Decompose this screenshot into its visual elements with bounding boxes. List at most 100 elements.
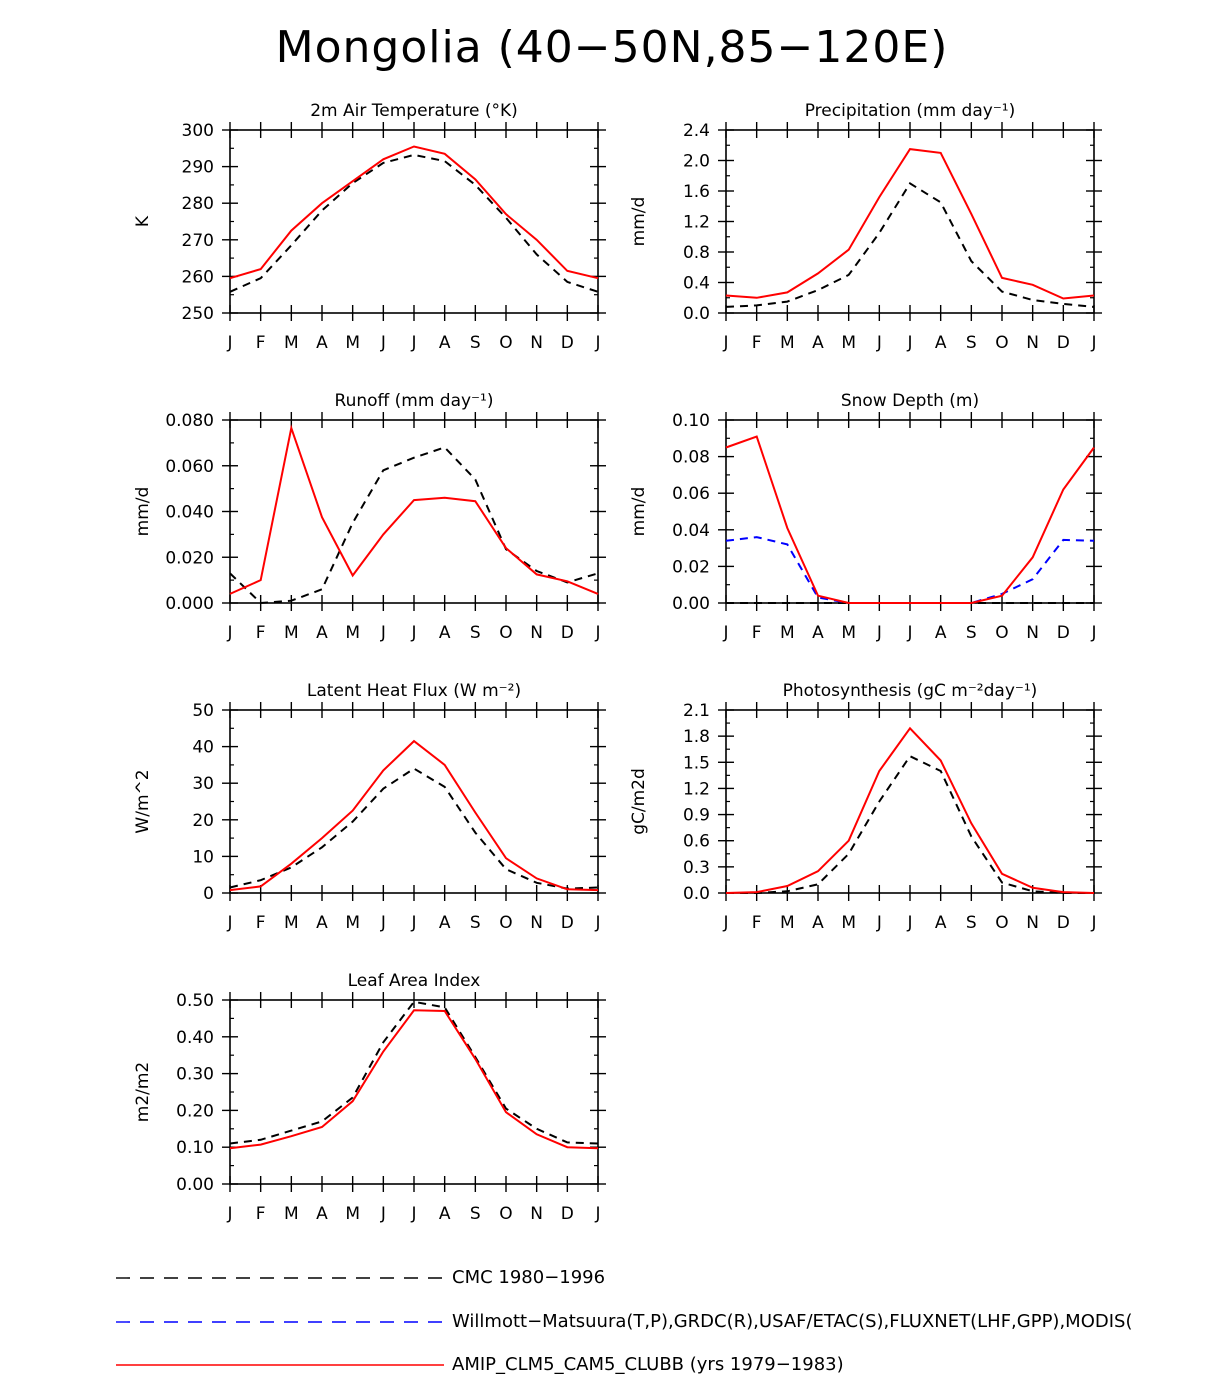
x-tick-label: A xyxy=(812,913,824,933)
y-axis-label: mm/d xyxy=(629,487,649,537)
x-tick-label: D xyxy=(561,913,574,933)
x-tick-label: J xyxy=(876,623,882,643)
x-tick-label: J xyxy=(906,623,912,643)
x-tick-label: M xyxy=(284,1204,299,1224)
y-tick-label: 2.1 xyxy=(683,701,710,721)
legend-line-cmc xyxy=(116,1277,444,1279)
y-tick-label: 0.20 xyxy=(176,1101,214,1121)
x-tick-label: M xyxy=(345,1204,360,1224)
x-tick-label: F xyxy=(256,623,266,643)
series-line-cmc xyxy=(229,767,599,890)
plot-frame xyxy=(725,709,1095,894)
y-tick-label: 0.10 xyxy=(176,1138,214,1158)
y-tick-label: 0.06 xyxy=(672,484,710,504)
series-line-model xyxy=(229,739,599,892)
x-tick-label: D xyxy=(1057,333,1070,353)
x-tick-label: M xyxy=(284,913,299,933)
x-tick-label: N xyxy=(1026,333,1039,353)
y-tick-label: 1.6 xyxy=(683,182,710,202)
panel-title: Photosynthesis (gC m⁻²day⁻¹) xyxy=(783,681,1038,701)
x-tick-label: M xyxy=(841,333,856,353)
plot-frame xyxy=(229,129,599,314)
x-tick-label: A xyxy=(935,913,947,933)
x-tick-label: F xyxy=(256,913,266,933)
x-tick-label: S xyxy=(470,1204,481,1224)
x-tick-label: A xyxy=(316,1204,328,1224)
y-tick-label: 0.3 xyxy=(683,858,710,878)
x-tick-label: O xyxy=(499,333,512,353)
x-tick-label: F xyxy=(752,623,762,643)
x-tick-label: J xyxy=(226,1204,232,1224)
plot-frame xyxy=(229,709,599,894)
series-line-model xyxy=(229,424,599,595)
x-tick-label: M xyxy=(780,913,795,933)
y-tick-label: 0.040 xyxy=(165,503,214,523)
y-axis-label: mm/d xyxy=(629,197,649,247)
x-tick-label: M xyxy=(841,913,856,933)
x-tick-label: M xyxy=(780,333,795,353)
x-tick-label: M xyxy=(780,623,795,643)
x-tick-label: A xyxy=(935,333,947,353)
series-line-obs xyxy=(725,536,1095,604)
y-tick-label: 0.9 xyxy=(683,806,710,826)
x-tick-label: A xyxy=(316,333,328,353)
y-tick-label: 0.50 xyxy=(176,991,214,1011)
x-tick-label: N xyxy=(530,623,543,643)
x-tick-label: J xyxy=(722,333,728,353)
x-tick-label: M xyxy=(284,623,299,643)
legend-label-cmc: CMC 1980−1996 xyxy=(452,1267,606,1288)
panel-title: Runoff (mm day⁻¹) xyxy=(335,391,494,411)
x-tick-label: N xyxy=(1026,623,1039,643)
x-tick-label: J xyxy=(1090,333,1096,353)
series-line-cmc xyxy=(726,754,1094,894)
x-tick-label: S xyxy=(470,333,481,353)
series-line-model xyxy=(725,726,1095,894)
legend-line-model xyxy=(116,1364,444,1366)
y-tick-label: 260 xyxy=(182,267,214,287)
x-tick-label: J xyxy=(380,333,386,353)
y-tick-label: 0 xyxy=(203,884,214,904)
x-tick-label: J xyxy=(226,913,232,933)
x-tick-label: F xyxy=(752,913,762,933)
panel-title: Latent Heat Flux (W m⁻²) xyxy=(307,681,521,701)
panel-runoff-mm-day: Runoff (mm day⁻¹) mm/d 0.000 0.020 0.040 0.06… xyxy=(133,391,606,643)
x-tick-label: J xyxy=(380,1204,386,1224)
x-tick-label: O xyxy=(499,623,512,643)
x-tick-label: F xyxy=(752,333,762,353)
panel-photosynthesis-gc-m-day: Photosynthesis (gC m⁻²day⁻¹) gC/m2d 0.0 0.3… xyxy=(629,681,1102,933)
x-tick-label: S xyxy=(966,623,977,643)
x-tick-label: S xyxy=(470,913,481,933)
x-tick-label: O xyxy=(499,1204,512,1224)
x-tick-label: J xyxy=(594,913,600,933)
y-tick-label: 0.10 xyxy=(672,411,710,431)
x-tick-label: J xyxy=(410,333,416,353)
x-tick-label: J xyxy=(380,623,386,643)
x-tick-label: N xyxy=(1026,913,1039,933)
y-tick-label: 0.40 xyxy=(176,1028,214,1048)
x-tick-label: A xyxy=(439,623,451,643)
y-tick-label: 0.30 xyxy=(176,1065,214,1085)
y-tick-label: 40 xyxy=(192,738,214,758)
legend-line-obs xyxy=(116,1321,444,1323)
y-tick-label: 1.2 xyxy=(683,213,710,233)
x-tick-label: D xyxy=(561,333,574,353)
panel-title: Leaf Area Index xyxy=(348,971,481,991)
x-tick-label: A xyxy=(439,333,451,353)
legend-label-obs: Willmott−Matsuura(T,P),GRDC(R),USAF/ETAC… xyxy=(452,1311,1133,1332)
y-tick-label: 30 xyxy=(192,774,214,794)
x-tick-label: F xyxy=(256,1204,266,1224)
panel-precipitation-mm-day: Precipitation (mm day⁻¹) mm/d 0.0 0.4 0.8 1.2… xyxy=(629,101,1102,353)
x-tick-label: D xyxy=(561,623,574,643)
y-axis-label: W/m^2 xyxy=(133,769,153,833)
x-tick-label: J xyxy=(906,913,912,933)
y-tick-label: 0.0 xyxy=(683,884,710,904)
x-tick-label: A xyxy=(935,623,947,643)
y-tick-label: 0.08 xyxy=(672,448,710,468)
x-tick-label: J xyxy=(876,333,882,353)
x-tick-label: N xyxy=(530,1204,543,1224)
x-tick-label: J xyxy=(1090,623,1096,643)
y-tick-label: 0.000 xyxy=(165,594,214,614)
x-tick-label: O xyxy=(995,623,1008,643)
x-tick-label: J xyxy=(1090,913,1096,933)
y-tick-label: 1.5 xyxy=(683,753,710,773)
